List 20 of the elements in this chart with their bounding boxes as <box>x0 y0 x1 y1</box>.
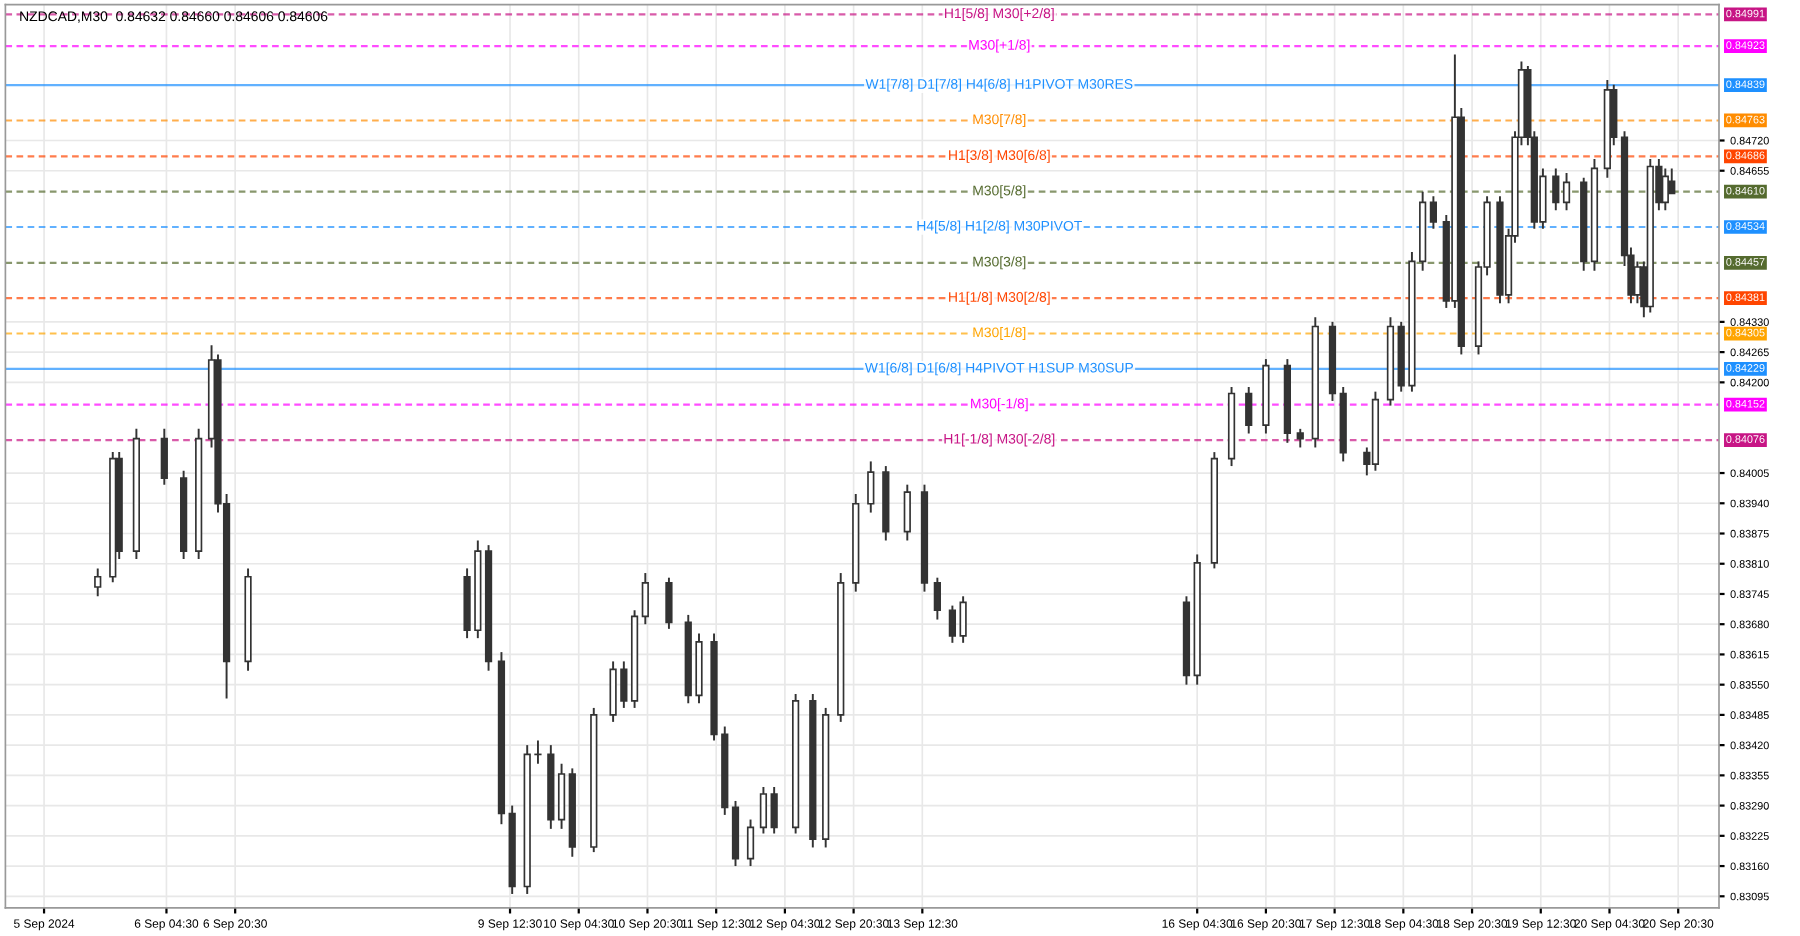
candlestick <box>770 786 778 835</box>
candlestick <box>948 604 957 644</box>
candlestick <box>1296 427 1304 449</box>
candlestick <box>933 576 941 621</box>
candlestick <box>160 427 168 486</box>
candlestick <box>903 483 911 542</box>
candlestick <box>665 576 673 630</box>
candlestick <box>1668 167 1676 195</box>
candlestick <box>867 460 875 514</box>
candlestick <box>641 572 649 626</box>
candlestick <box>959 595 967 644</box>
candlestick <box>1661 167 1669 212</box>
candlestick <box>759 786 768 835</box>
candlestick <box>557 762 566 830</box>
candlestick <box>1429 195 1438 230</box>
candlestick <box>1552 167 1560 212</box>
candlestick <box>1245 386 1253 435</box>
candlestick <box>94 567 102 598</box>
candlestick <box>746 818 755 868</box>
candlestick <box>1562 172 1571 212</box>
